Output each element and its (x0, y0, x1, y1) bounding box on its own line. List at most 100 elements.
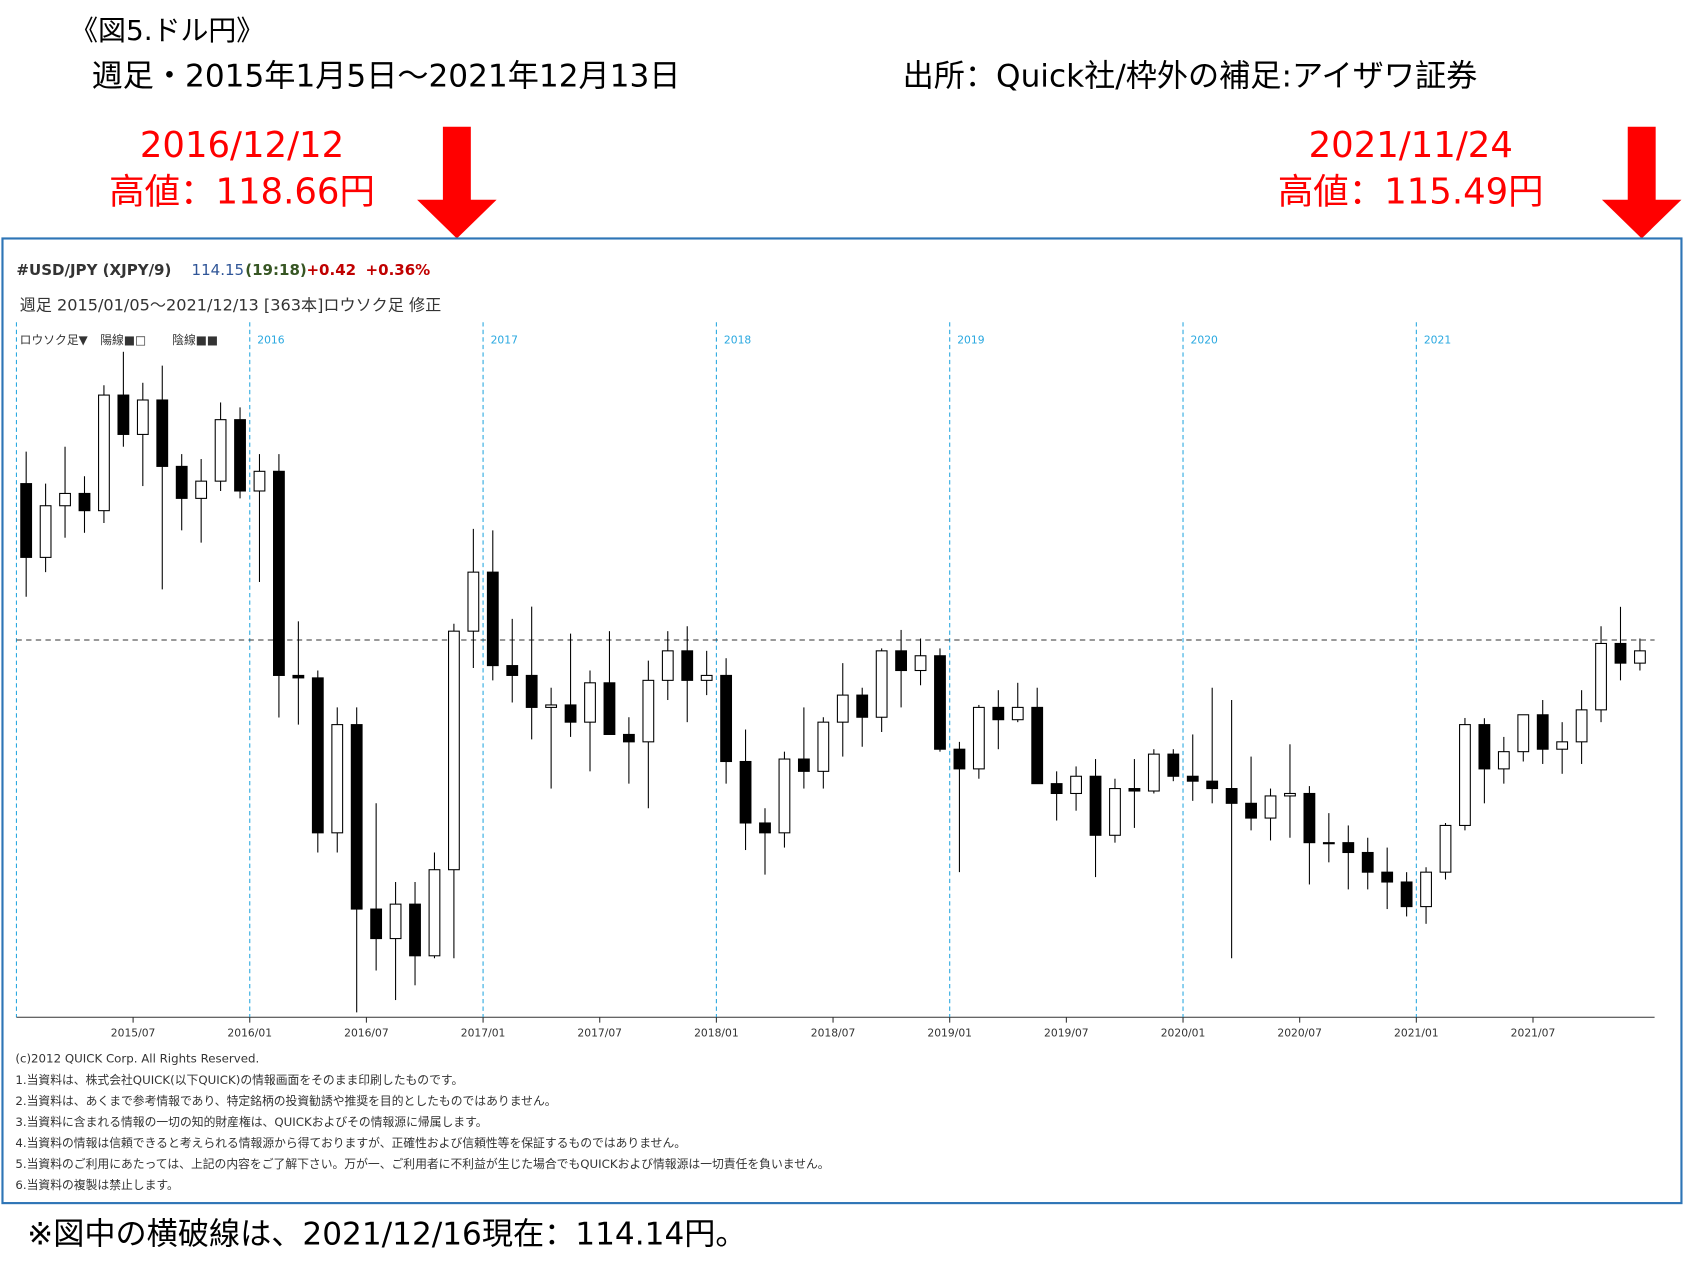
footer-note: 4.当資料の情報は信頼できると考えられる情報源から得ておりますが、正確性および信… (15, 1136, 686, 1150)
candle-body (836, 694, 849, 723)
candle-body (1031, 706, 1044, 785)
candle-body (506, 665, 519, 676)
candle-body (1400, 881, 1413, 908)
candle-body (117, 394, 130, 435)
x-tick-label: 2018/01 (694, 1026, 739, 1039)
candle-body (1264, 795, 1277, 819)
change: +0.42 (306, 261, 356, 279)
candle-body (953, 748, 966, 770)
candle-body (214, 419, 227, 482)
candle-body (175, 465, 188, 499)
candle-body (1050, 783, 1063, 795)
candle-body (797, 758, 810, 772)
candle-body (311, 677, 324, 834)
candle-body (1342, 842, 1355, 854)
footer-note: 6.当資料の複製は禁止します。 (15, 1178, 178, 1192)
candle-body (720, 674, 733, 763)
candle-body (1614, 642, 1627, 664)
candle-body (759, 822, 771, 834)
candle-body (20, 483, 33, 558)
footer-note: 5.当資料のご利用にあたっては、上記の内容をご了解下さい。万が一、ご利用者に不利… (15, 1157, 829, 1171)
candle-body (1147, 753, 1160, 792)
symbol: #USD/JPY (XJPY/9) (16, 261, 171, 279)
candle-body (59, 492, 71, 507)
candle-body (1186, 775, 1199, 782)
candle-body (661, 650, 674, 681)
candle-body (739, 760, 752, 824)
candle-body (1381, 871, 1394, 883)
candle-body (1556, 741, 1569, 750)
legend-item: 陰線■■ (172, 333, 218, 347)
candle-body (992, 706, 1005, 721)
candle-body (700, 674, 713, 681)
year-label: 2020 (1191, 334, 1218, 347)
source: 出所：Quick社/枠外の補足:アイザワ証券 (903, 58, 1478, 94)
candle-body (1206, 780, 1219, 790)
candle-body (448, 630, 460, 871)
candle-body (350, 724, 363, 910)
candle-body (1245, 802, 1257, 819)
copyright: (c)2012 QUICK Corp. All Rights Reserved. (15, 1052, 259, 1066)
period: 週足・2015年1月5日～2021年12月13日 (92, 58, 681, 94)
candle-body (603, 682, 616, 735)
last-price: 114.15 (192, 261, 245, 279)
candle-body (1459, 724, 1471, 826)
candle-body (1439, 824, 1452, 873)
candle-body (292, 674, 305, 679)
x-tick-label: 2016/07 (344, 1026, 389, 1039)
candle-body (875, 650, 888, 718)
candle-body (525, 674, 538, 708)
time: (19:18) (245, 261, 307, 279)
x-tick-label: 2019/01 (927, 1026, 972, 1039)
legend-item: 陽線■□ (100, 333, 146, 347)
candle-body (1225, 788, 1238, 804)
figure-label: 《図5.ドル円》 (70, 14, 264, 47)
chart-subtitle: 週足 2015/01/05～2021/12/13 [363本]ロウソク足 修正 (20, 296, 442, 315)
candle-body (622, 733, 635, 743)
candle-body (1109, 788, 1121, 836)
year-label: 2021 (1424, 334, 1451, 347)
candle-body (1089, 775, 1102, 836)
candle-body (914, 655, 927, 672)
callout-label: 高値：118.66円 (109, 171, 375, 212)
year-label: 2018 (724, 334, 751, 347)
candle-body (409, 903, 421, 957)
candle-body (156, 399, 169, 467)
year-label: 2016 (257, 334, 284, 347)
candle-body (1011, 706, 1024, 721)
arrow (417, 126, 497, 239)
footer-note: 2.当資料は、あくまで参考情報であり、特定銘柄の投資勧誘や推奨を目的としたもので… (15, 1094, 556, 1108)
candle-body (1536, 714, 1549, 750)
candle-body (234, 419, 246, 492)
candle-body (934, 655, 946, 750)
candle-body (545, 704, 558, 708)
plot: 2016 2017 2018 2019 2020 2021 2015/07 2016/01 20… (15, 322, 1655, 1192)
candle-body (467, 571, 480, 632)
candle-body (972, 706, 985, 770)
x-tick-label: 2017/01 (461, 1026, 506, 1039)
candle-body (856, 694, 869, 718)
candle-body (817, 721, 830, 772)
year-label: 2019 (957, 334, 984, 347)
callout-date: 2016/12/12 (140, 125, 344, 166)
candle-body (1595, 642, 1607, 711)
candle-body (778, 758, 791, 834)
candle-body (1284, 792, 1296, 797)
candle-body (136, 399, 149, 435)
candle-body (253, 470, 266, 492)
arrow (1601, 126, 1682, 239)
candle-body (642, 679, 655, 743)
x-tick-label: 2019/07 (1044, 1026, 1089, 1039)
legend-item: ロウソク足▼ (20, 333, 89, 347)
candle-body (273, 470, 285, 676)
footer-note: 1.当資料は、株式会社QUICK(以下QUICK)の情報画面をそのまま印刷したも… (15, 1073, 463, 1087)
candle-body (895, 650, 908, 672)
candle-body (1070, 775, 1082, 795)
candle-body (1497, 751, 1510, 770)
footer-note: 3.当資料に含まれる情報の一切の知的財産権は、QUICKおよびその情報源に帰属し… (15, 1115, 487, 1129)
candle-body (1128, 788, 1141, 792)
candle-body (389, 903, 402, 940)
candle-body (1303, 792, 1316, 844)
callout-label: 高値：115.49円 (1278, 171, 1544, 212)
